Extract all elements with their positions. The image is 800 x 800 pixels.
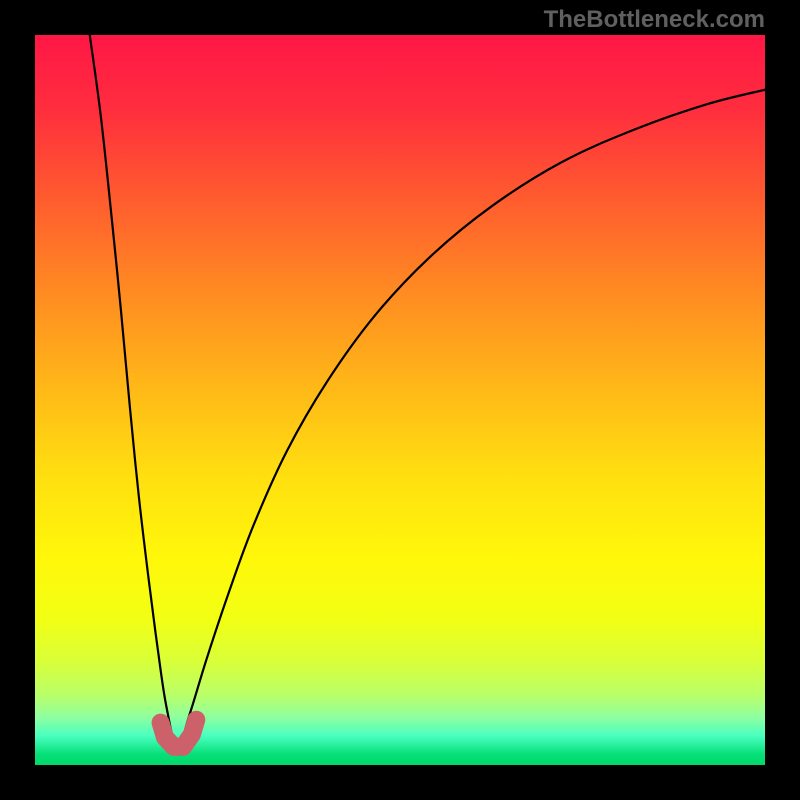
chart-frame: TheBottleneck.com	[0, 0, 800, 800]
watermark-text: TheBottleneck.com	[544, 6, 765, 34]
plot-area	[35, 35, 765, 765]
bottleneck-curve	[90, 35, 765, 747]
minimum-marker	[161, 720, 197, 747]
curve-layer	[35, 35, 765, 765]
